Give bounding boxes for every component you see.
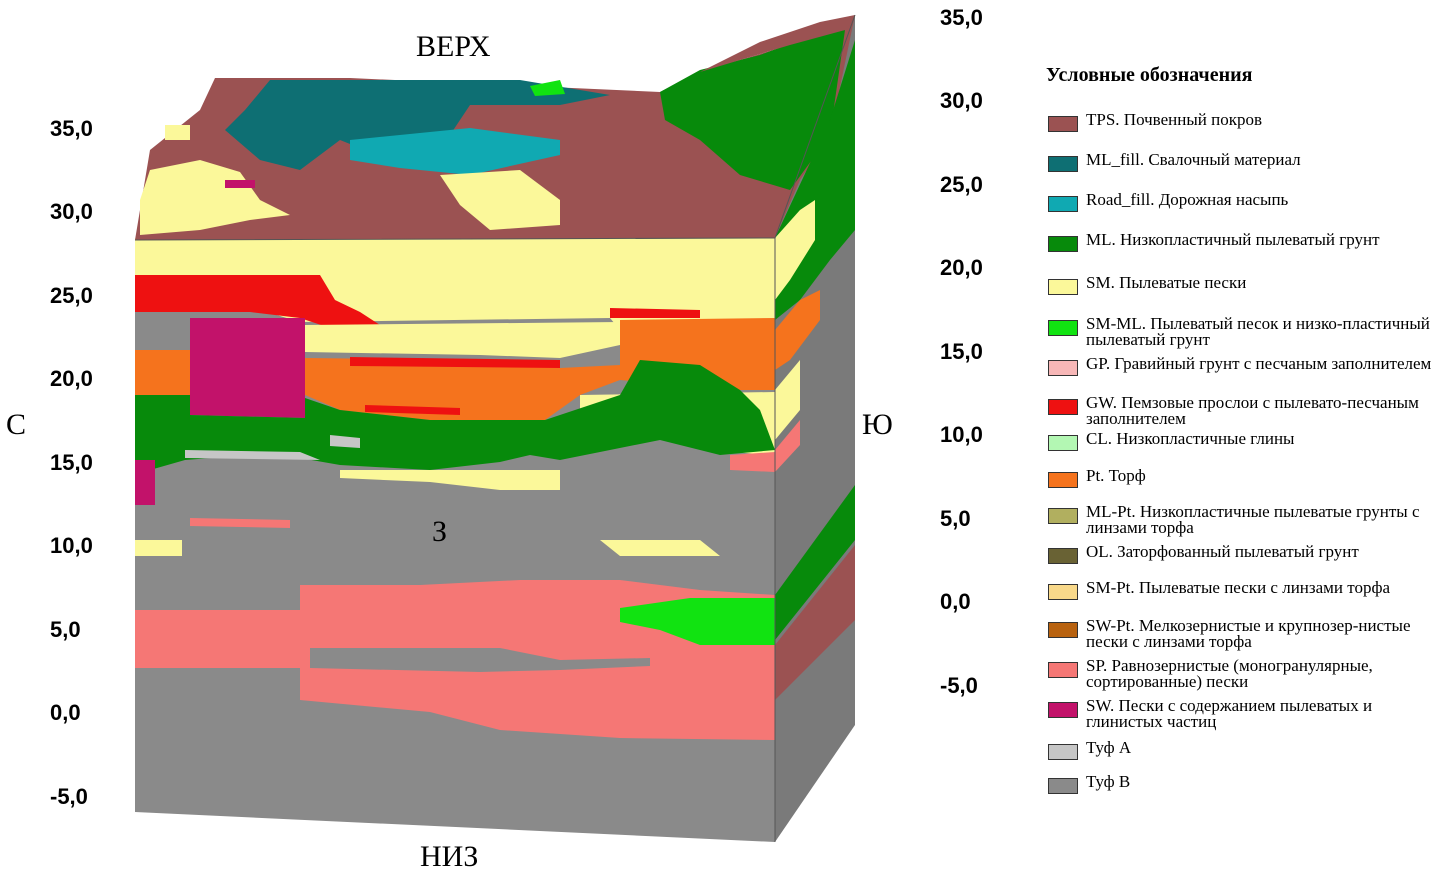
right-axis-tick: 25,0 [940, 172, 983, 197]
left-axis-tick: 5,0 [50, 617, 81, 642]
legend-label: Road_fill. Дорожная насыпь [1086, 190, 1289, 209]
label-bottom: НИЗ [420, 840, 479, 873]
right-axis-tick: 20,0 [940, 255, 983, 280]
legend-swatch [1048, 472, 1078, 488]
top-face [135, 15, 855, 240]
left-axis-tick: -5,0 [50, 784, 88, 809]
legend-swatch [1048, 196, 1078, 212]
legend-swatch [1048, 116, 1078, 132]
right-axis-tick: 10,0 [940, 422, 983, 447]
right-axis-tick: 0,0 [940, 589, 971, 614]
left-axis-tick: 10,0 [50, 533, 93, 558]
legend-label: ML_fill. Свалочный материал [1086, 150, 1301, 169]
legend-label: Pt. Торф [1086, 466, 1146, 485]
label-west: З [432, 515, 448, 548]
legend-swatch [1048, 662, 1078, 678]
label-top: ВЕРХ [416, 30, 491, 63]
legend-label: Туф A [1086, 738, 1132, 757]
legend-label: ML. Низкопластичный пылеватый грунт [1086, 230, 1380, 249]
side-layers [775, 40, 855, 700]
legend-swatch [1048, 399, 1078, 415]
label-north: С [6, 408, 27, 441]
legend-title: Условные обозначения [1046, 64, 1253, 86]
legend-label: GP. Гравийный грунт с песчаным заполните… [1086, 354, 1432, 373]
legend-label: GW. Пемзовые прослои с пылевато-песчаным… [1086, 393, 1419, 428]
legend-label: OL. Заторфованный пылеватый грунт [1086, 542, 1359, 561]
right-axis-tick: -5,0 [940, 673, 978, 698]
legend-label: SW. Пески с содержанием пылеватых и глин… [1086, 696, 1373, 731]
label-south: Ю [862, 408, 893, 441]
left-axis-tick: 35,0 [50, 116, 93, 141]
front-layers [135, 238, 775, 740]
right-axis-tick: 15,0 [940, 339, 983, 364]
legend-label: SM-Pt. Пылеватые пески с линзами торфа [1086, 578, 1391, 597]
right-axis-tick: 30,0 [940, 88, 983, 113]
right-axis-tick: 35,0 [940, 5, 983, 30]
left-axis-tick: 20,0 [50, 366, 93, 391]
legend-swatch [1048, 584, 1078, 600]
left-axis-tick: 25,0 [50, 283, 93, 308]
legend-label: Туф B [1086, 772, 1131, 791]
legend-swatch [1048, 778, 1078, 794]
left-axis-tick: 15,0 [50, 450, 93, 475]
legend-label: TPS. Почвенный покров [1086, 110, 1263, 129]
left-axis-tick: 0,0 [50, 700, 81, 725]
legend-label: SM-ML. Пылеватый песок и низко-пластичны… [1086, 314, 1430, 349]
legend-swatch [1048, 279, 1078, 295]
left-axis-tick: 30,0 [50, 199, 93, 224]
legend-swatch [1048, 622, 1078, 638]
legend-swatch [1048, 360, 1078, 376]
legend-label: ML-Pt. Низкопластичные пылеватые грунты … [1086, 502, 1420, 537]
legend-swatch [1048, 156, 1078, 172]
legend-swatch [1048, 548, 1078, 564]
legend-swatch [1048, 320, 1078, 336]
legend-swatch [1048, 236, 1078, 252]
right-axis-tick: 5,0 [940, 506, 971, 531]
legend-label: CL. Низкопластичные глины [1086, 429, 1295, 448]
legend-label: SP. Равнозернистые (моногранулярные, сор… [1086, 656, 1373, 691]
legend: Условные обозначения TPS. Почвенный покр… [1040, 64, 1436, 794]
legend-swatch [1048, 702, 1078, 718]
legend-swatch [1048, 744, 1078, 760]
legend-label: SM. Пылеватые пески [1086, 273, 1247, 292]
legend-swatch [1048, 508, 1078, 524]
legend-swatch [1048, 435, 1078, 451]
legend-label: SW-Pt. Мелкозернистые и крупнозер-нистые… [1086, 616, 1411, 651]
